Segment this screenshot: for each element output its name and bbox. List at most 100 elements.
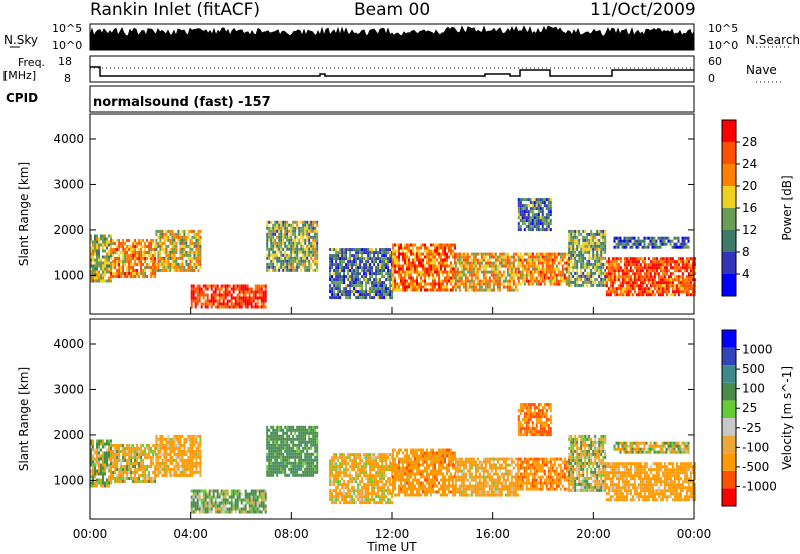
echo-cell (288, 235, 291, 239)
echo-cell (392, 246, 394, 250)
echo-cell (286, 464, 289, 468)
echo-cell (519, 213, 522, 217)
echo-cell (169, 455, 172, 459)
echo-cell (508, 258, 511, 262)
echo-cell (613, 239, 616, 243)
echo-cell (286, 247, 289, 251)
echo-cell (110, 263, 113, 266)
echo-cell (248, 299, 251, 303)
echo-cell (394, 252, 396, 256)
echo-cell (488, 255, 491, 259)
echo-cell (655, 266, 658, 270)
echo-cell (657, 284, 660, 288)
echo-cell (181, 247, 184, 251)
echo-cell (661, 287, 664, 291)
echo-cell (248, 498, 251, 502)
echo-cell (331, 287, 334, 291)
echo-cell (197, 229, 200, 233)
echo-cell (128, 275, 131, 278)
echo-cell (685, 293, 688, 297)
echo-cell (300, 229, 303, 233)
echo-cell (381, 251, 384, 255)
echo-cell (276, 262, 279, 266)
echo-cell (112, 474, 115, 477)
echo-cell (385, 257, 388, 261)
echo-cell (383, 290, 386, 294)
echo-cell (586, 235, 589, 239)
echo-cell (582, 259, 585, 263)
echo-cell (280, 467, 283, 471)
echo-cell (148, 248, 151, 251)
echo-cell (146, 453, 149, 456)
echo-cell (531, 201, 534, 205)
echo-cell (392, 267, 394, 271)
echo-cell (377, 278, 380, 282)
echo-cell (266, 256, 269, 260)
echo-cell (278, 461, 281, 465)
echo-cell (436, 249, 438, 253)
echo-cell (600, 283, 603, 287)
echo-cell (254, 296, 257, 300)
echo-cell (284, 262, 287, 266)
echo-cell (276, 440, 279, 444)
echo-cell (572, 274, 575, 278)
echo-cell (108, 279, 110, 283)
echo-cell (521, 279, 524, 283)
echo-cell (570, 229, 573, 233)
echo-cell (466, 276, 469, 280)
echo-cell (625, 287, 628, 291)
echo-cell (106, 460, 108, 464)
echo-cell (353, 248, 356, 252)
echo-cell (446, 270, 448, 274)
echo-cell (94, 270, 96, 274)
echo-cell (673, 263, 676, 267)
echo-cell (347, 272, 350, 276)
echo-cell (510, 261, 513, 265)
echo-cell (665, 236, 668, 240)
echo-cell (304, 250, 307, 254)
echo-cell (653, 242, 656, 246)
echo-cell (359, 293, 362, 297)
echo-cell (561, 270, 564, 274)
echo-cell (284, 470, 287, 474)
echo-cell (500, 264, 503, 268)
echo-cell (154, 248, 157, 251)
echo-cell (171, 449, 174, 453)
echo-cell (120, 462, 123, 465)
echo-cell (661, 278, 664, 282)
echo-cell (146, 474, 149, 477)
echo-cell (140, 459, 143, 462)
echo-cell (214, 498, 217, 502)
echo-cell (138, 447, 141, 450)
echo-cell (535, 225, 538, 229)
echo-cell (187, 437, 190, 441)
echo-cell (533, 222, 536, 226)
echo-cell (108, 445, 110, 449)
echo-cell (594, 244, 597, 248)
echo-cell (653, 293, 656, 297)
echo-cell (130, 456, 133, 459)
echo-cell (639, 272, 642, 276)
echo-cell (204, 299, 207, 303)
echo-cell (609, 266, 612, 270)
echo-cell (169, 440, 172, 444)
echo-cell (199, 238, 202, 242)
echo-cell (578, 283, 581, 287)
echo-cell (432, 285, 434, 289)
echo-cell (398, 246, 400, 250)
echo-cell (458, 252, 461, 256)
echo-cell (272, 265, 275, 269)
echo-cell (132, 447, 135, 450)
echo-cell (621, 293, 624, 297)
echo-cell (527, 204, 530, 208)
echo-cell (104, 457, 106, 461)
echo-cell (226, 302, 229, 306)
echo-cell (615, 275, 618, 279)
echo-cell (250, 498, 253, 502)
echo-cell (171, 238, 174, 242)
echo-cell (341, 266, 344, 270)
echo-cell (296, 259, 299, 263)
echo-cell (114, 266, 117, 269)
echo-cell (292, 425, 295, 429)
echo-cell (430, 261, 432, 265)
